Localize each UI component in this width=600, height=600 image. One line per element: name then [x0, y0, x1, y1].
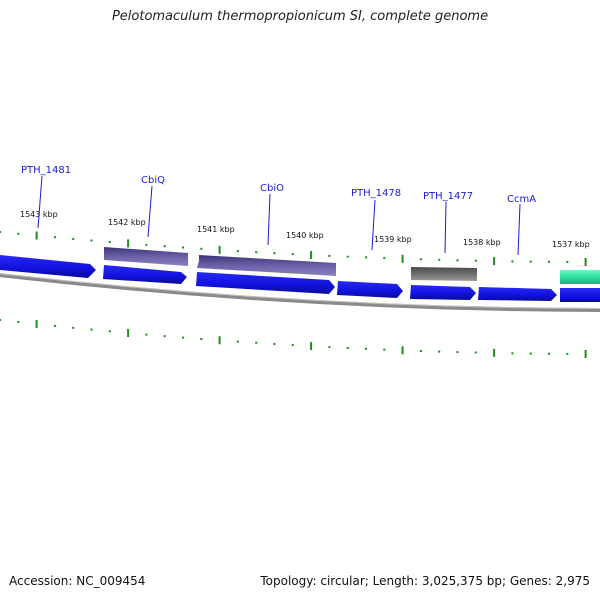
feature-pth1477-forward[interactable] [410, 285, 476, 300]
gene-label-pth1481[interactable]: PTH_1481 [21, 165, 71, 176]
feature-cbiq-forward[interactable] [103, 265, 187, 284]
gene-label-cbio[interactable]: CbiO [260, 183, 284, 194]
outer-tick-row [0, 231, 587, 266]
genome-title: Pelotomaculum thermopropionicum SI, comp… [111, 9, 489, 24]
kbp-label-1540: 1540 kbp [286, 231, 324, 240]
leader-ccma [517, 203, 521, 256]
kbp-label-1539: 1539 kbp [374, 235, 412, 244]
kbp-label-1538: 1538 kbp [463, 238, 501, 247]
kbp-label-1541: 1541 kbp [197, 225, 235, 234]
leader-pth1478 [371, 199, 376, 251]
genome-summary: Topology: circular; Length: 3,025,375 bp… [260, 574, 590, 588]
feature-teal[interactable] [560, 270, 600, 284]
feature-next-forward[interactable] [560, 288, 600, 302]
gene-label-pth1478[interactable]: PTH_1478 [351, 188, 401, 199]
kbp-label-1537: 1537 kbp [552, 240, 590, 249]
leader-pth1477 [444, 201, 447, 254]
leader-cbio [267, 193, 271, 246]
feature-cbio-forward[interactable] [196, 272, 335, 294]
feature-cbio[interactable] [197, 255, 336, 276]
feature-ccma[interactable] [478, 287, 557, 301]
kbp-label-1543: 1543 kbp [20, 210, 58, 219]
leader-pth1481 [37, 175, 43, 229]
feature-pth1478[interactable] [337, 281, 403, 298]
accession-label: Accession: NC_009454 [9, 574, 146, 588]
feature-pth1477[interactable] [411, 267, 477, 281]
leader-cbiq [147, 185, 153, 238]
kbp-label-1542: 1542 kbp [108, 218, 146, 227]
gene-label-pth1477[interactable]: PTH_1477 [423, 191, 473, 202]
gene-label-cbiq[interactable]: CbiQ [141, 175, 165, 186]
feature-pth1481[interactable] [0, 255, 96, 278]
genome-backbone [0, 273, 600, 312]
gene-label-ccma[interactable]: CcmA [507, 194, 536, 205]
feature-cbiq[interactable] [104, 247, 188, 266]
inner-tick-row [0, 319, 587, 358]
